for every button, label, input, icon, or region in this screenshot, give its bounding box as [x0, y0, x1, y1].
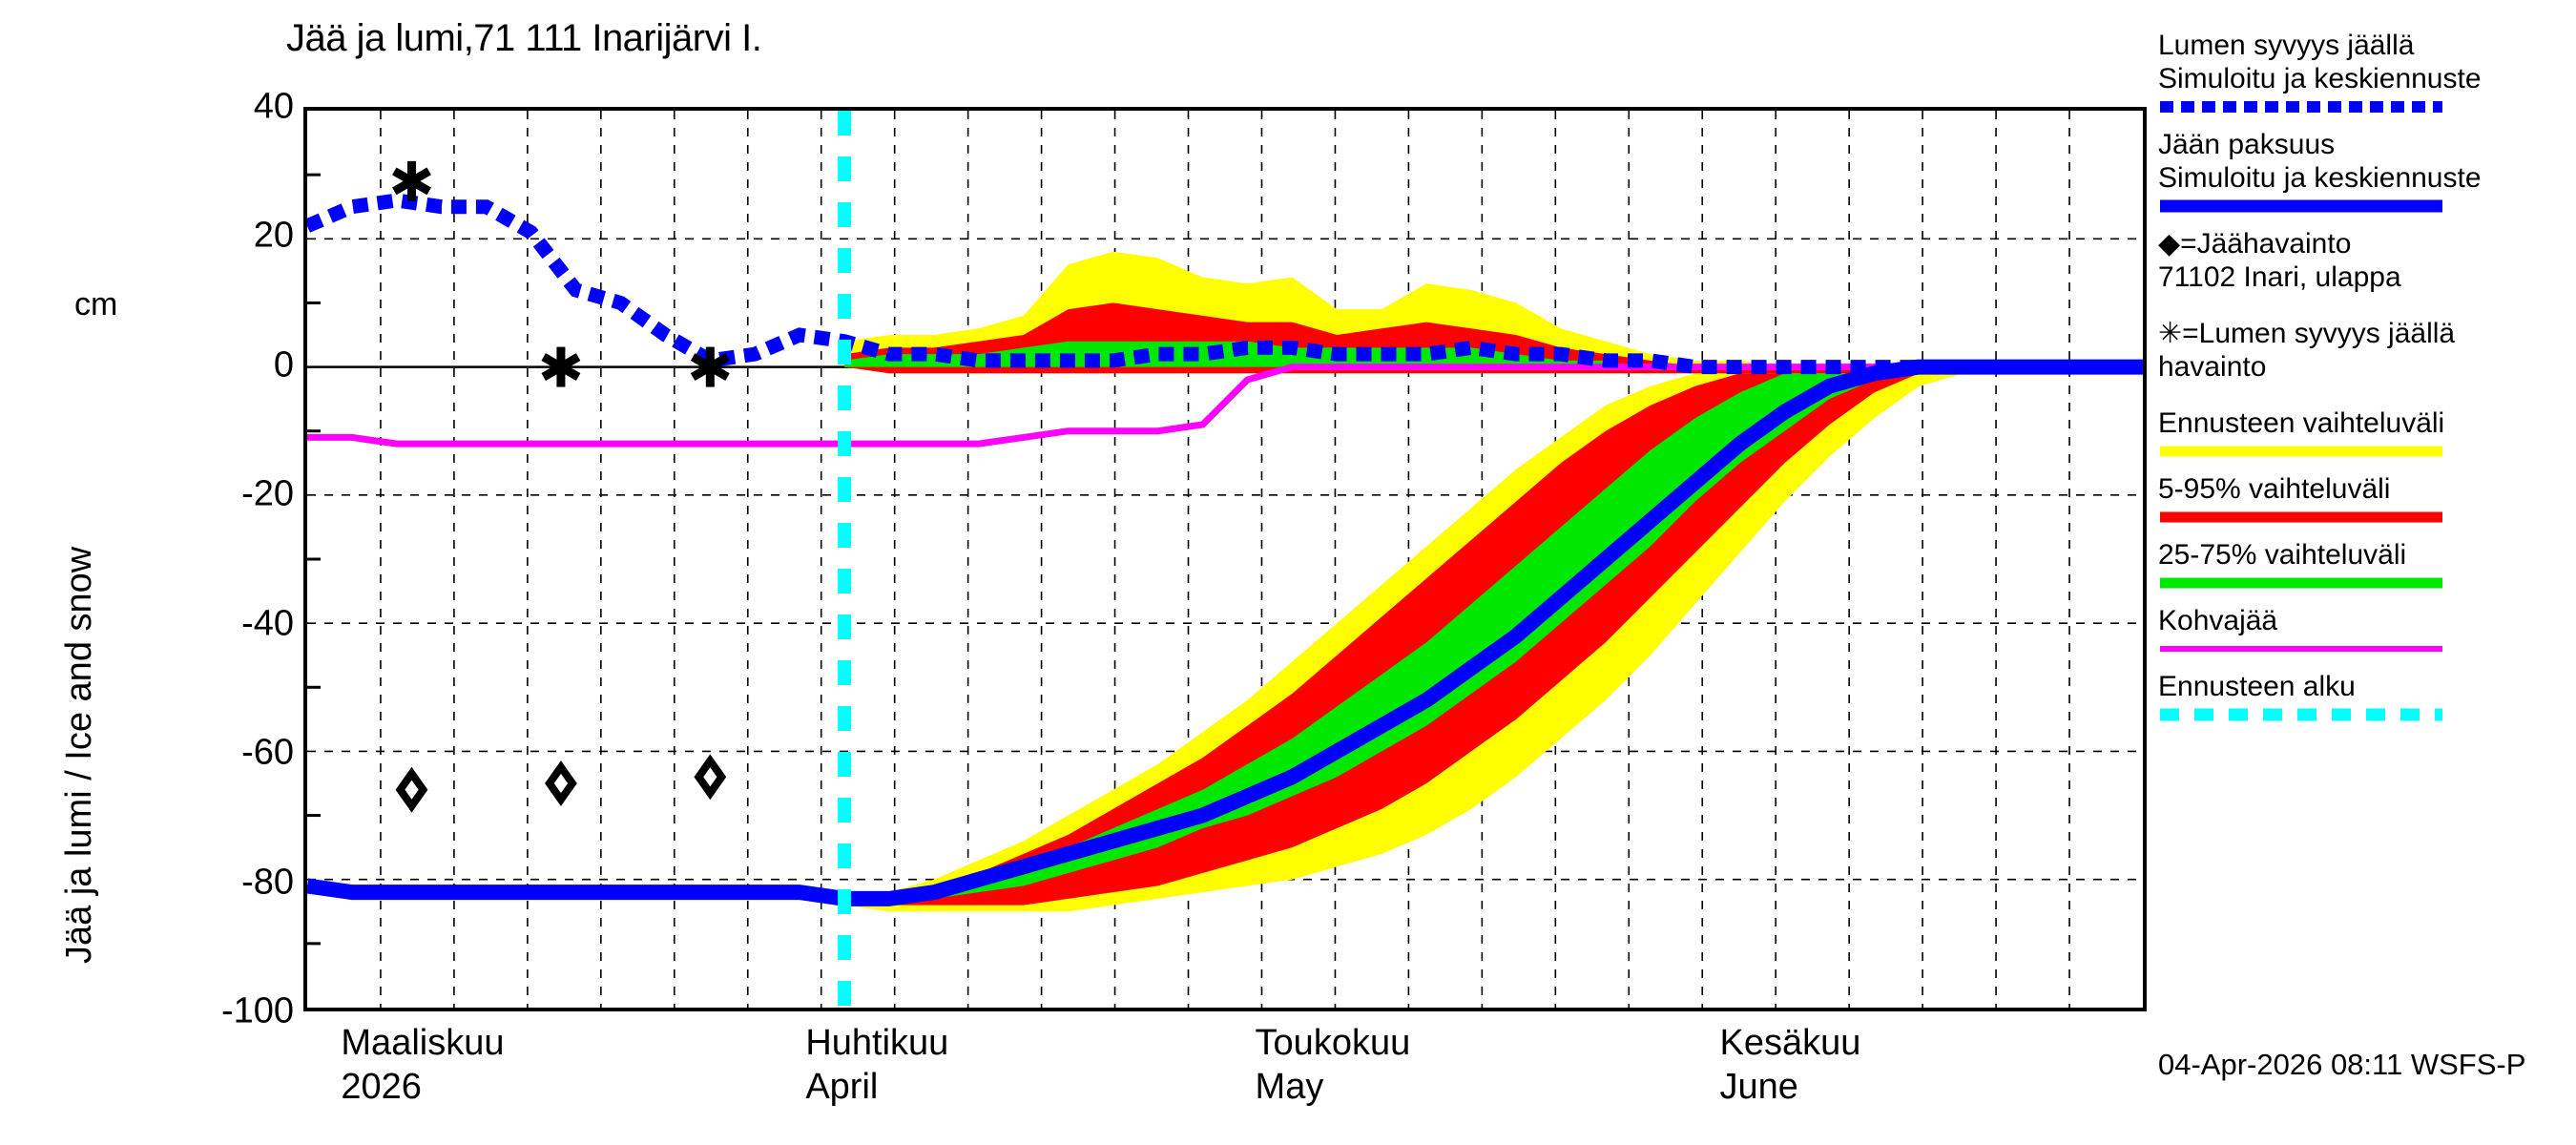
- legend-item-ice-observation[interactable]: ◆=Jäähavainto 71102 Inari, ulappa: [2158, 227, 2568, 311]
- legend-sublabel: 71102 Inari, ulappa: [2158, 261, 2401, 293]
- legend-item-ice-thickness-simulated[interactable]: Jään paksuus Simuloitu ja keskiennuste: [2158, 128, 2568, 214]
- legend-label: Jään paksuus: [2158, 129, 2336, 160]
- chart-legend: Lumen syvyys jäällä Simuloitu ja keskienn…: [2158, 29, 2568, 736]
- x-axis-month-label: Toukokuu May: [1256, 1021, 1411, 1109]
- legend-sublabel: Simuloitu ja keskiennuste: [2158, 162, 2482, 194]
- legend-label: ◆=Jäähavainto: [2158, 228, 2352, 260]
- legend-spacer: [2158, 294, 2568, 311]
- x-axis-month-sub: April: [805, 1067, 879, 1107]
- y-axis-unit: cm: [74, 286, 118, 323]
- legend-swatch-slush-ice: [2160, 646, 2442, 652]
- x-axis-month-label: Kesäkuu June: [1719, 1021, 1860, 1109]
- legend-label: Lumen syvyys jäällä: [2158, 30, 2415, 61]
- x-axis-month-name: Maaliskuu: [341, 1023, 505, 1063]
- legend-item-forecast-range[interactable]: Ennusteen vaihteluväli: [2158, 406, 2568, 459]
- x-axis-month-sub: June: [1719, 1067, 1798, 1107]
- legend-sublabel: Simuloitu ja keskiennuste: [2158, 63, 2482, 94]
- x-axis-month-name: Kesäkuu: [1719, 1023, 1861, 1063]
- legend-swatch-forecast-start: [2160, 708, 2442, 721]
- y-axis-tick: -40: [241, 603, 294, 644]
- y-axis-label: Jää ja lumi / Ice and snow: [59, 546, 99, 964]
- legend-sublabel: havainto: [2158, 351, 2267, 383]
- x-axis-month-label: Huhtikuu April: [805, 1021, 948, 1109]
- x-axis-month-sub: May: [1255, 1067, 1324, 1107]
- legend-item-snow-observation[interactable]: ✳=Lumen syvyys jäällä havainto: [2158, 317, 2568, 401]
- x-axis-month-sub: 2026: [341, 1067, 422, 1107]
- legend-item-range-5-95[interactable]: 5-95% vaihteluväli: [2158, 472, 2568, 525]
- y-axis-tick: -80: [241, 862, 294, 903]
- legend-item-forecast-start[interactable]: Ennusteen alku: [2158, 670, 2568, 722]
- legend-item-snow-depth-simulated[interactable]: Lumen syvyys jäällä Simuloitu ja keskienn…: [2158, 29, 2568, 114]
- legend-label: 25-75% vaihteluväli: [2158, 539, 2407, 571]
- chart-canvas: [307, 111, 2143, 1008]
- x-axis-labels: Maaliskuu 2026 Huhtikuu April Toukokuu May Kes…: [303, 1021, 2147, 1135]
- plot-area: [303, 107, 2147, 1011]
- legend-label: ✳=Lumen syvyys jäällä: [2158, 318, 2456, 349]
- timestamp: 04-Apr-2026 08:11 WSFS-P: [2158, 1048, 2526, 1081]
- legend-swatch-snow-depth-simulated: [2160, 101, 2442, 113]
- x-axis-month-label: Maaliskuu 2026: [341, 1021, 504, 1109]
- legend-item-range-25-75[interactable]: 25-75% vaihteluväli: [2158, 538, 2568, 591]
- legend-label: Kohvajää: [2158, 605, 2278, 636]
- legend-swatch-range-5-95: [2160, 511, 2442, 523]
- y-axis-tick: -20: [241, 473, 294, 514]
- y-axis-tick: 20: [253, 215, 294, 256]
- legend-label: 5-95% vaihteluväli: [2158, 473, 2391, 505]
- legend-swatch-range-25-75: [2160, 577, 2442, 589]
- legend-swatch-forecast-range: [2160, 446, 2442, 457]
- y-axis-tick: 0: [273, 344, 294, 385]
- legend-label: Ennusteen vaihteluväli: [2158, 407, 2445, 439]
- legend-label: Ennusteen alku: [2158, 671, 2356, 702]
- y-axis-tick: 40: [253, 86, 294, 127]
- y-axis-tick: -100: [220, 990, 294, 1031]
- chart-title: Jää ja lumi,71 111 Inarijärvi I.: [286, 17, 762, 59]
- x-axis-month-name: Huhtikuu: [805, 1023, 949, 1063]
- legend-swatch-ice-thickness-simulated: [2160, 199, 2442, 213]
- legend-item-slush-ice[interactable]: Kohvajää: [2158, 604, 2568, 656]
- x-axis-month-name: Toukokuu: [1255, 1023, 1411, 1063]
- y-axis-ticks: 40 20 0 -20 -40 -60 -80 -100: [141, 87, 294, 1031]
- y-axis-tick: -60: [241, 732, 294, 773]
- legend-spacer: [2158, 384, 2568, 401]
